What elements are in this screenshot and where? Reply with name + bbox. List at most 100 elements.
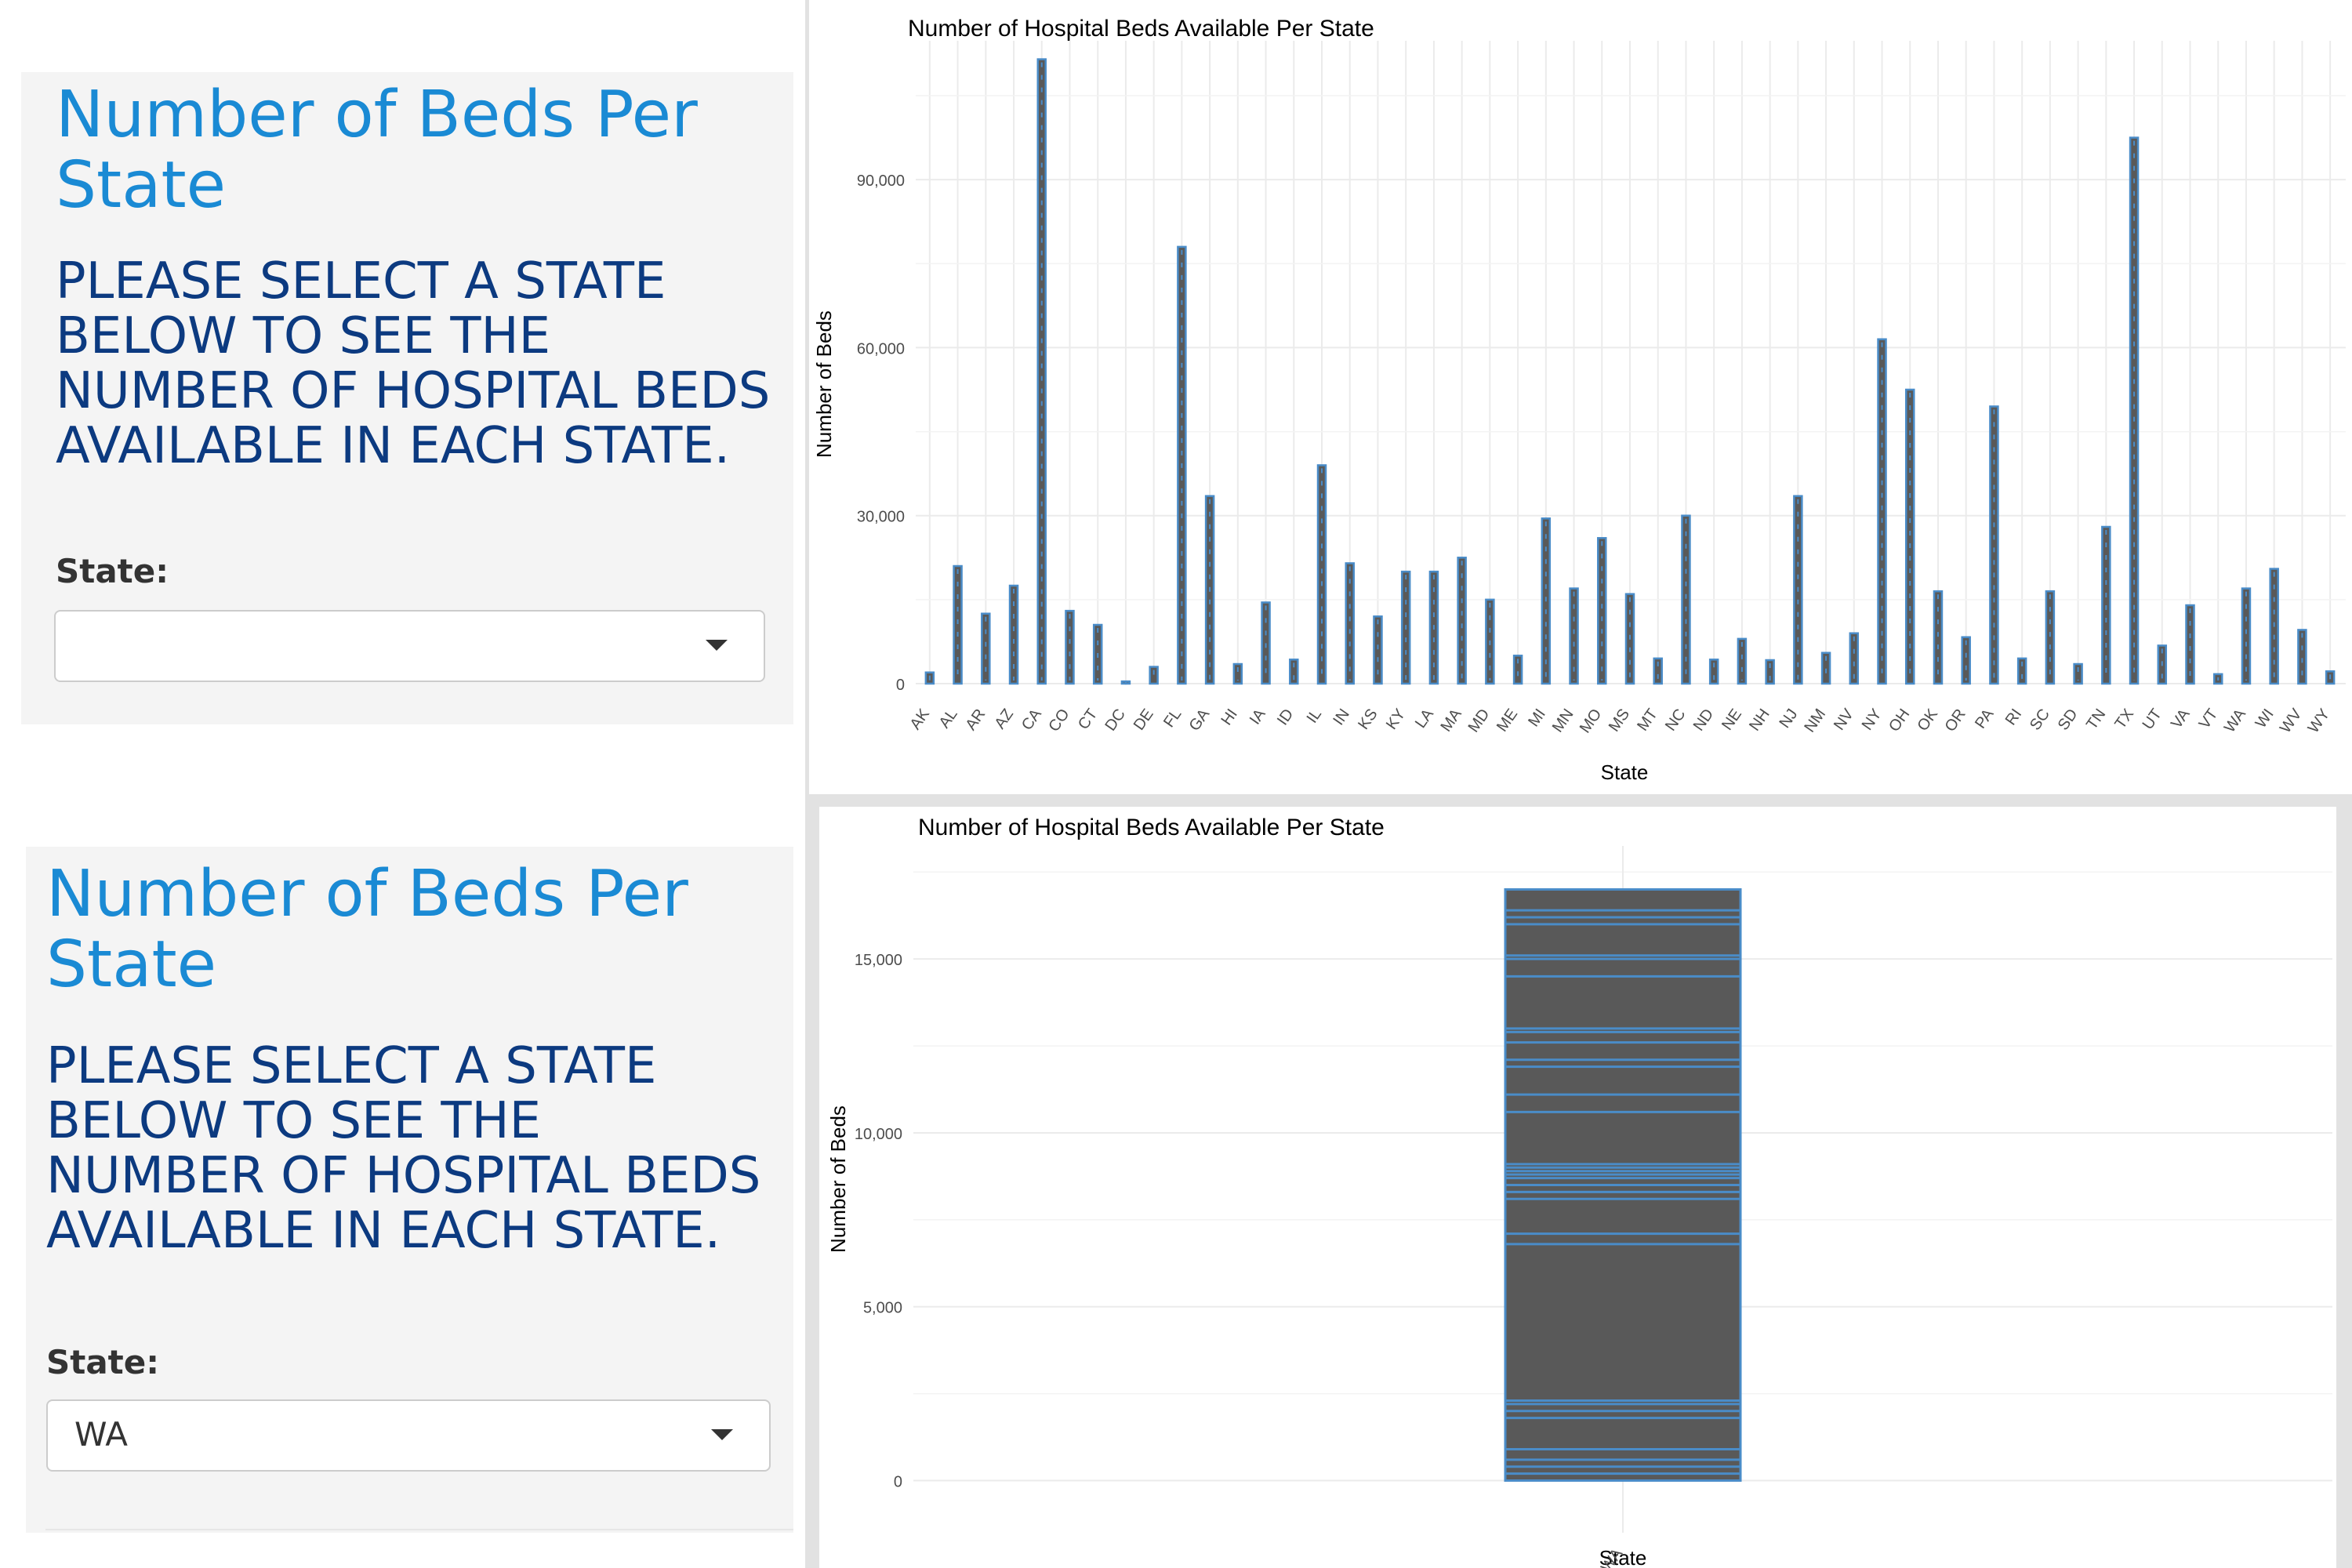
x-tick-label: AR [962, 706, 989, 733]
chevron-down-icon[interactable] [711, 1429, 733, 1440]
bar-SD [2073, 662, 2083, 685]
x-tick-label: ID [1274, 706, 1297, 728]
x-tick-label: MA [1438, 706, 1466, 735]
bar-ME [1512, 655, 1523, 685]
y-tick-label: 10,000 [855, 1126, 902, 1143]
bar-MA [1457, 557, 1467, 685]
x-tick-label: KY [1383, 706, 1409, 732]
state-select[interactable]: WA [46, 1399, 771, 1472]
sidebar-description: PLEASE SELECT A STATE BELOW TO SEE THE N… [56, 252, 771, 475]
x-tick-label: FL [1160, 706, 1185, 731]
bar-SC [2045, 590, 2056, 685]
x-tick-label: WA [2221, 706, 2249, 736]
x-tick-label: AZ [991, 706, 1017, 732]
x-tick-label: NM [1801, 706, 1829, 735]
y-tick-label: 0 [894, 1473, 902, 1490]
all-states-bar-chart: Number of Hospital Beds Available Per St… [812, 16, 2346, 784]
x-tick-label: CO [1045, 706, 1073, 735]
bar-IN [1345, 562, 1355, 685]
y-tick-label: 15,000 [855, 952, 902, 969]
x-tick-label: HI [1218, 706, 1240, 728]
bar-VA [2185, 604, 2195, 685]
x-tick-label: GA [1186, 706, 1214, 735]
bar-NC [1681, 514, 1691, 685]
horizontal-divider [805, 794, 2352, 807]
bottom-sidebar-panel: Number of Beds Per State PLEASE SELECT A… [26, 847, 793, 1533]
bar-KS [1373, 615, 1383, 685]
x-tick-label: WY [2305, 706, 2334, 736]
sidebar-divider [45, 1529, 793, 1530]
bar-OR [1961, 636, 1971, 685]
x-tick-label: MO [1577, 706, 1606, 736]
x-tick-label: DC [1102, 706, 1129, 734]
y-tick-label: 0 [896, 677, 905, 694]
x-tick-label: OK [1914, 706, 1941, 735]
bar-HI [1232, 662, 1243, 685]
y-tick-label: 5,000 [863, 1300, 902, 1317]
y-tick-label: 90,000 [857, 172, 905, 190]
x-tick-label: NY [1859, 706, 1886, 733]
x-tick-label: TX [2111, 706, 2137, 732]
bottom-chart-frame-left [805, 794, 819, 1568]
top-sidebar-panel: Number of Beds Per State PLEASE SELECT A… [21, 72, 793, 724]
state-select-value: WA [74, 1415, 128, 1454]
x-tick-label: ME [1494, 706, 1521, 735]
x-tick-label: WV [2277, 706, 2306, 737]
x-tick-label: AL [936, 706, 961, 731]
x-tick-label: SC [2027, 706, 2053, 733]
state-field-label: State: [46, 1343, 160, 1381]
x-tick-label: SD [2055, 706, 2082, 733]
x-tick-label: MN [1549, 706, 1577, 735]
bar-OK [1933, 590, 1944, 685]
state-field-label: State: [56, 552, 169, 590]
bar-RI [2016, 657, 2027, 685]
x-tick-label: AK [907, 706, 934, 733]
x-tick-label: OH [1886, 706, 1913, 735]
x-tick-label: NE [1719, 706, 1745, 733]
x-tick-label: WI [2252, 706, 2278, 731]
x-tick-label: IA [1247, 706, 1269, 728]
bar-NE [1737, 637, 1748, 685]
state-select[interactable] [54, 610, 765, 682]
bar-IA [1261, 601, 1271, 685]
x-tick-label: IN [1330, 706, 1352, 728]
bar-ID [1289, 659, 1299, 685]
bar-DE [1149, 666, 1159, 685]
x-tick-label: MD [1465, 706, 1494, 735]
bar-IL [1316, 464, 1327, 685]
bar-WA [2241, 587, 2252, 685]
x-axis-title: State [1599, 1546, 1647, 1568]
chart-title: Number of Hospital Beds Available Per St… [908, 16, 1374, 42]
x-tick-label: PA [1972, 706, 1998, 732]
x-tick-label: VT [2196, 706, 2222, 732]
bar-MO [1597, 537, 1607, 685]
bar-OH [1905, 388, 1915, 685]
bar-MT [1653, 657, 1663, 685]
x-tick-label: TN [2083, 706, 2109, 732]
x-tick-label: VA [2168, 706, 2194, 732]
x-tick-label: MS [1606, 706, 1633, 735]
y-tick-label: 30,000 [857, 509, 905, 526]
selected-state-bar-chart: Number of Hospital Beds Available Per St… [826, 815, 2332, 1568]
x-tick-label: MT [1634, 706, 1661, 734]
bar-MN [1569, 587, 1579, 685]
sidebar-title: Number of Beds Per State [56, 78, 698, 223]
sidebar-title: Number of Beds Per State [46, 857, 688, 1002]
bar-AR [981, 612, 991, 685]
bar-AZ [1008, 584, 1019, 685]
bottom-chart-frame-right [2336, 794, 2352, 1568]
x-tick-label: NC [1662, 706, 1690, 734]
chevron-down-icon[interactable] [706, 640, 728, 651]
bar-PA [1989, 405, 1999, 685]
x-tick-label: OR [1942, 706, 1969, 735]
x-tick-label: ND [1690, 706, 1718, 734]
bar-ND [1708, 659, 1719, 685]
bar-WV [2297, 629, 2307, 685]
bar-CA [1036, 58, 1047, 685]
x-tick-label: IL [1304, 706, 1326, 726]
x-tick-label: LA [1412, 706, 1437, 731]
bar-NY [1877, 338, 1887, 685]
bar-AL [953, 564, 963, 685]
bar-TX [2129, 136, 2140, 685]
x-tick-label: DE [1131, 706, 1157, 733]
